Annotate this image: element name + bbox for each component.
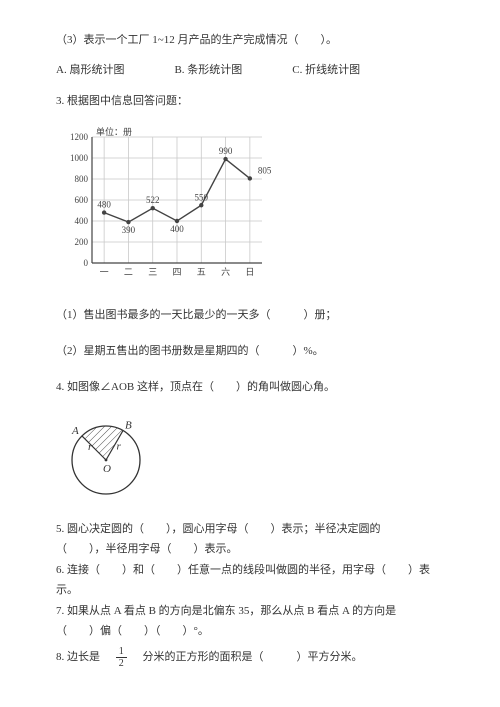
svg-text:400: 400 [170,224,184,234]
svg-text:200: 200 [75,237,89,247]
q4-figure: A B Or r [66,408,444,505]
q5-line2: （ ），半径用字母（ ）表示。 [56,541,444,558]
svg-text:600: 600 [75,195,89,205]
option-c: C. 折线统计图 [292,62,360,80]
q3-sub1: （1）售出图书最多的一天比最少的一天多（ ）册； [56,307,444,325]
svg-text:单位：册: 单位：册 [96,126,132,137]
svg-text:0: 0 [84,258,89,268]
q5-line1: 5. 圆心决定圆的（ ），圆心用字母（ ）表示；半径决定圆的 [56,521,444,538]
fraction-denominator: 2 [116,658,127,669]
svg-text:二: 二 [124,267,133,277]
svg-text:522: 522 [146,195,160,205]
q6-line2: 示。 [56,582,444,599]
line-chart-svg: 单位：册 0 200 400 600 800 1000 1200 一 二 三 四 五 六 日 480 390 52… [62,123,272,283]
svg-text:1000: 1000 [70,153,89,163]
svg-text:一: 一 [100,267,109,277]
svg-text:四: 四 [172,267,181,277]
svg-text:日: 日 [245,267,254,277]
q4-text: 4. 如图像∠AOB 这样，顶点在（ ）的角叫做圆心角。 [56,379,444,397]
q8-text: 8. 边长是 1 2 分米的正方形的面积是（ ）平方分米。 [56,646,444,669]
svg-text:390: 390 [122,225,136,235]
q3-title: 3. 根据图中信息回答问题： [56,93,444,111]
q7-line1: 7. 如果从点 A 看点 B 的方向是北偏东 35，那么从点 B 看点 A 的方… [56,603,444,620]
svg-text:990: 990 [219,146,233,156]
svg-text:800: 800 [75,174,89,184]
q6-line1: 6. 连接（ ）和（ ）任意一点的线段叫做圆的半径，用字母（ ）表 [56,562,444,579]
q7-line2: （ ）偏（ ）（ ）°。 [56,623,444,640]
q3-sub2: （2）星期五售出的图书册数是星期四的（ ）%。 [56,343,444,361]
svg-text:B: B [125,420,132,432]
q8-after: 分米的正方形的面积是（ ）平方分米。 [132,651,363,663]
svg-text:六: 六 [221,266,230,277]
q-intro-text: （3）表示一个工厂 1~12 月产品的生产完成情况（ ）。 [56,32,444,50]
svg-text:r: r [117,440,122,452]
svg-text:400: 400 [75,216,89,226]
fraction-numerator: 1 [116,646,127,658]
svg-text:三: 三 [148,267,157,277]
svg-text:480: 480 [97,199,111,209]
q3-chart: 单位：册 0 200 400 600 800 1000 1200 一 二 三 四 五 六 日 480 390 52… [62,123,444,290]
circle-angle-svg: A B Or r [66,408,156,498]
svg-text:550: 550 [195,192,209,202]
svg-text:805: 805 [258,165,272,175]
svg-text:1200: 1200 [70,132,89,142]
option-b: B. 条形统计图 [174,62,242,80]
option-a: A. 扇形统计图 [56,62,124,80]
svg-text:r: r [88,441,93,453]
svg-text:五: 五 [197,267,206,277]
svg-text:A: A [71,425,79,437]
q8-before: 8. 边长是 [56,651,111,663]
q-intro-options: A. 扇形统计图 B. 条形统计图 C. 折线统计图 [56,62,444,80]
svg-text:O: O [103,463,111,475]
fraction-half: 1 2 [116,646,127,669]
